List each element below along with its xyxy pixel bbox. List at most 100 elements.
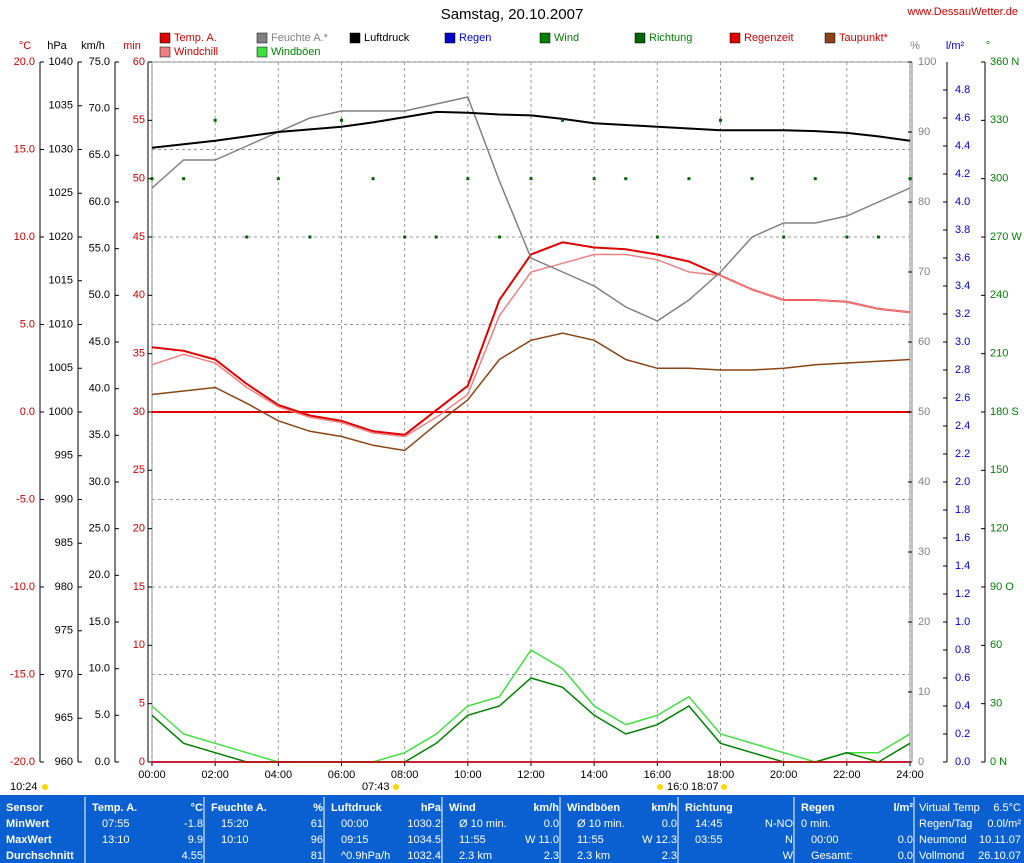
table-header: Temp. A. — [92, 802, 137, 814]
direction-dot — [466, 177, 470, 181]
sun-marker — [721, 784, 727, 790]
y-tick-label: 150 — [990, 464, 1008, 476]
table-cell: 0.0 — [544, 818, 559, 830]
y-tick-label: 1035 — [49, 100, 73, 112]
direction-dot — [434, 235, 438, 239]
sun-marker — [42, 784, 48, 790]
y-tick-label: 980 — [55, 581, 73, 593]
y-tick-label: 1.6 — [955, 532, 970, 544]
legend-label: Feuchte A.* — [271, 32, 329, 44]
x-tick-label: 12:00 — [517, 769, 545, 781]
table-cell: 96 — [311, 834, 323, 846]
y-tick-label: 1000 — [49, 406, 73, 418]
table-header: Regen — [801, 802, 835, 814]
table-extra-value: 0.0l/m² — [987, 818, 1021, 830]
table-cell: 07:55 — [102, 818, 130, 830]
y-tick-label: 60 — [918, 336, 930, 348]
y-tick-label: 2.8 — [955, 364, 970, 376]
y-tick-label: 0 N — [990, 756, 1007, 768]
y-tick-label: 30.0 — [89, 476, 110, 488]
table-cell: 03:55 — [695, 834, 723, 846]
legend-label: Wind — [554, 32, 579, 44]
table-cell: Gesamt: — [811, 850, 853, 862]
legend-swatch — [256, 46, 268, 58]
x-tick-label: 02:00 — [201, 769, 229, 781]
y-tick-label: 5 — [139, 698, 145, 710]
y-tick-label: 20.0 — [89, 569, 110, 581]
table-cell: ^0.9hPa/h — [341, 850, 390, 862]
y-tick-label: 50 — [133, 173, 145, 185]
table-unit: °C — [191, 802, 203, 814]
y-tick-label: 2.6 — [955, 392, 970, 404]
legend-swatch — [729, 32, 741, 44]
direction-dot — [561, 118, 565, 122]
y-tick-label: 0 — [139, 756, 145, 768]
y-tick-label: 4.4 — [955, 140, 970, 152]
table-header: Luftdruck — [331, 802, 383, 814]
y-tick-label: 4.6 — [955, 112, 970, 124]
series-line — [151, 110, 911, 149]
table-extra-label: Vollmond — [919, 850, 964, 862]
time-annotation: 16:0 — [667, 781, 688, 793]
table-cell: 1034.5 — [407, 834, 441, 846]
table-cell: W — [783, 850, 794, 862]
table-header: Windböen — [567, 802, 620, 814]
y-tick-label: 985 — [55, 537, 73, 549]
y-tick-label: -10.0 — [10, 581, 35, 593]
y-tick-label: 330 — [990, 114, 1008, 126]
sun-marker — [657, 784, 663, 790]
legend-label: Regenzeit — [744, 32, 794, 44]
table-extra-value: 26.10.07 — [978, 850, 1021, 862]
axis-unit: °C — [19, 40, 31, 52]
table-cell: 00:00 — [341, 818, 369, 830]
y-tick-label: 50.0 — [89, 289, 110, 301]
y-tick-label: 20.0 — [14, 56, 35, 68]
y-tick-label: 2.4 — [955, 420, 970, 432]
y-tick-label: 5.0 — [20, 318, 35, 330]
direction-dot — [750, 177, 754, 181]
y-tick-label: 180 S — [990, 406, 1019, 418]
table-cell: 1032.4 — [407, 850, 441, 862]
table-unit: km/h — [651, 802, 677, 814]
table-cell: 0.0 — [898, 850, 913, 862]
table-row-label: MaxWert — [6, 834, 52, 846]
y-tick-label: 960 — [55, 756, 73, 768]
direction-dot — [403, 235, 407, 239]
series-line — [151, 253, 911, 438]
y-tick-label: 0.6 — [955, 672, 970, 684]
y-tick-label: 15.0 — [14, 143, 35, 155]
y-tick-label: -15.0 — [10, 668, 35, 680]
y-tick-label: 1.2 — [955, 588, 970, 600]
y-tick-label: 30 — [133, 406, 145, 418]
legend-swatch — [444, 32, 456, 44]
y-tick-label: 1.4 — [955, 560, 970, 572]
axis-unit: min — [123, 40, 141, 52]
y-tick-label: 240 — [990, 289, 1008, 301]
x-tick-label: 14:00 — [580, 769, 608, 781]
y-tick-label: 90 O — [990, 581, 1014, 593]
direction-dot — [371, 177, 375, 181]
table-cell: 0.0 — [898, 834, 913, 846]
y-tick-label: 20 — [133, 523, 145, 535]
table-cell: W 11.0 — [525, 834, 559, 846]
table-cell: N-NO — [765, 818, 794, 830]
table-cell: 11:55 — [577, 834, 604, 846]
x-tick-label: 24:00 — [896, 769, 924, 781]
table-cell: N — [785, 834, 793, 846]
table-cell: 2.3 km — [577, 850, 610, 862]
y-tick-label: 3.4 — [955, 280, 970, 292]
y-tick-label: 1025 — [49, 187, 73, 199]
legend-swatch — [634, 32, 646, 44]
direction-dot — [908, 177, 912, 181]
table-cell: 13:10 — [102, 834, 130, 846]
y-tick-label: 35.0 — [89, 429, 110, 441]
y-tick-label: 10.0 — [89, 663, 110, 675]
table-cell: Ø 10 min. — [577, 818, 625, 830]
legend-label: Windchill — [174, 46, 218, 58]
x-tick-label: 10:00 — [454, 769, 482, 781]
direction-dot — [276, 177, 280, 181]
sun-marker — [393, 784, 399, 790]
source: www.DessauWetter.de — [907, 6, 1018, 18]
table-unit: hPa — [421, 802, 442, 814]
y-tick-label: 65.0 — [89, 149, 110, 161]
